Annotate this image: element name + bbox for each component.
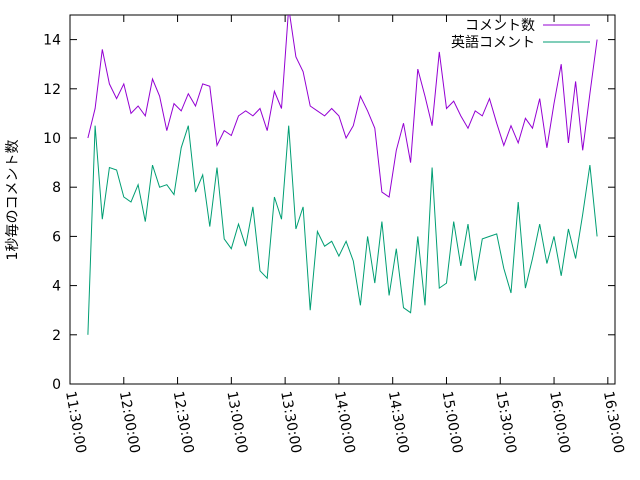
x-tick-label: 11:30:00: [62, 390, 89, 455]
y-tick-label: 14: [43, 33, 61, 49]
x-tick-label: 15:30:00: [492, 390, 519, 455]
plot-frame: [69, 14, 616, 385]
legend-label: 英語コメント: [451, 34, 535, 51]
y-tick-label: 6: [52, 229, 61, 245]
y-tick-label: 2: [52, 328, 61, 344]
y-tick-label: 0: [52, 377, 61, 393]
y-tick-label: 8: [52, 180, 61, 196]
x-tick-label: 13:00:00: [223, 390, 250, 455]
y-tick-label: 10: [43, 131, 61, 147]
x-tick-label: 14:30:00: [385, 390, 412, 455]
series-line: [87, 15, 598, 198]
series-line: [87, 125, 598, 335]
x-tick-label: 12:30:00: [170, 390, 197, 455]
y-tick-label: 4: [52, 279, 61, 295]
y-axis-label: 1秒毎のコメント数: [5, 140, 21, 261]
x-tick-label: 12:00:00: [116, 390, 143, 455]
x-tick-label: 15:00:00: [439, 390, 466, 455]
y-tick-label: 12: [43, 82, 61, 98]
x-tick-label: 14:00:00: [331, 390, 358, 455]
x-tick-label: 16:30:00: [600, 390, 627, 455]
legend-label: コメント数: [465, 18, 535, 34]
plot-area: [87, 15, 598, 335]
x-tick-label: 16:00:00: [546, 390, 573, 455]
x-tick-label: 13:30:00: [277, 390, 304, 455]
